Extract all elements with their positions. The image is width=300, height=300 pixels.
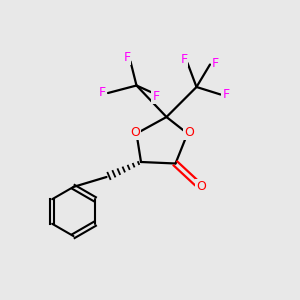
Text: F: F <box>123 51 130 64</box>
Text: F: F <box>99 86 106 100</box>
Text: F: F <box>222 88 230 101</box>
Text: F: F <box>180 53 188 66</box>
Text: O: O <box>130 125 140 139</box>
Text: O: O <box>196 179 206 193</box>
Text: F: F <box>152 90 160 103</box>
Text: O: O <box>184 125 194 139</box>
Text: F: F <box>212 56 219 70</box>
